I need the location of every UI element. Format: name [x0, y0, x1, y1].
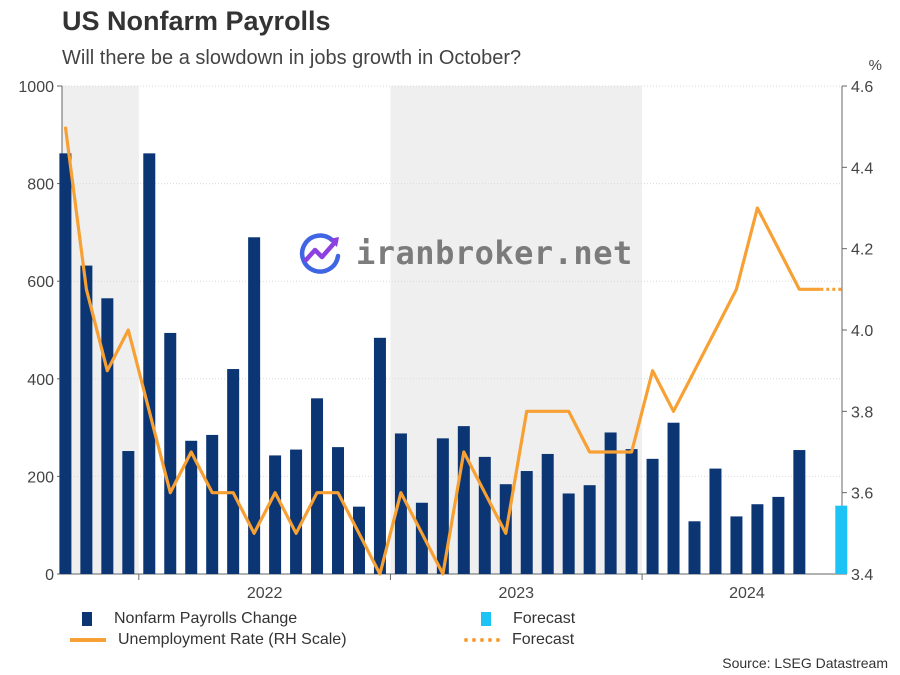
y-left-tick-label: 800	[27, 177, 54, 194]
legend-swatch-payrolls	[82, 612, 92, 626]
payrolls-bar	[290, 449, 303, 574]
payrolls-bar	[667, 422, 680, 574]
legend-swatch-unemployment	[70, 638, 106, 642]
watermark-text: iranbroker.net	[356, 234, 633, 272]
y-left-tick-label: 600	[27, 274, 54, 291]
x-tick-label: 2023	[498, 585, 534, 602]
payrolls-bar	[227, 369, 240, 574]
payrolls-bar	[122, 451, 135, 574]
payrolls-bar	[688, 521, 701, 574]
payrolls-bar	[436, 438, 449, 574]
y-left-tick-label: 0	[45, 567, 54, 584]
payrolls-bar	[415, 502, 428, 574]
y-right-tick-label: 4.0	[851, 323, 873, 340]
payrolls-bar	[164, 332, 177, 574]
y-right-tick-label: 4.4	[851, 160, 873, 177]
y-right-tick-label: 3.8	[851, 404, 873, 421]
forecast-bar	[835, 505, 848, 574]
payrolls-bar	[311, 398, 324, 574]
payrolls-bar	[709, 468, 722, 574]
payrolls-bar	[332, 447, 345, 574]
payrolls-bar	[520, 471, 533, 574]
legend-label-forecast-bar: Forecast	[513, 610, 576, 627]
y-left-tick-label: 1000	[18, 79, 54, 96]
payrolls-bar	[772, 496, 785, 574]
y-right-tick-label: 4.6	[851, 79, 873, 96]
y-right-tick-label: 4.2	[851, 242, 873, 259]
payrolls-bar	[478, 456, 491, 574]
payrolls-bar	[541, 453, 554, 574]
payrolls-bar	[394, 433, 407, 574]
legend-label-unemployment: Unemployment Rate (RH Scale)	[118, 631, 347, 648]
x-tick-label: 2024	[729, 585, 765, 602]
shaded-band-2023	[390, 86, 643, 574]
payrolls-bar	[269, 455, 282, 574]
chart-subtitle: Will there be a slowdown in jobs growth …	[62, 47, 522, 69]
y-right-tick-label: 3.4	[851, 567, 873, 584]
trend-chart-logo-icon	[299, 233, 341, 274]
y-left-tick-label: 200	[27, 469, 54, 486]
legend-swatch-forecast-line	[464, 638, 500, 642]
payrolls-bar	[373, 337, 386, 574]
payrolls-bar	[562, 493, 575, 574]
legend-item-payrolls: Nonfarm Payrolls Change	[82, 609, 297, 629]
unemployment-line	[63, 126, 821, 576]
payrolls-bar	[751, 504, 764, 574]
legend-item-forecast-bar: Forecast	[481, 609, 575, 629]
y-right-unit: %	[869, 57, 882, 74]
payrolls-bar	[101, 298, 114, 574]
payrolls-bar	[206, 434, 219, 574]
legend-label-payrolls: Nonfarm Payrolls Change	[114, 610, 298, 627]
payrolls-bar	[352, 506, 365, 574]
payrolls-bar	[646, 458, 659, 574]
payrolls-bar	[185, 440, 198, 574]
legend-item-unemployment: Unemployment Rate (RH Scale)	[70, 630, 347, 650]
legend-label-forecast-line: Forecast	[512, 631, 575, 648]
chart-title: US Nonfarm Payrolls	[62, 6, 331, 36]
payrolls-bar	[59, 153, 72, 574]
payrolls-bar	[457, 426, 470, 574]
legend: Nonfarm Payrolls Change Forecast Unemplo…	[70, 609, 638, 653]
legend-item-forecast-line: Forecast	[464, 630, 574, 650]
y-left-tick-label: 400	[27, 372, 54, 389]
payrolls-bar	[730, 516, 743, 574]
payrolls-bar	[143, 153, 156, 574]
payrolls-bar	[793, 450, 806, 574]
x-tick-label: 2022	[247, 585, 283, 602]
source-note: Source: LSEG Datastream	[722, 655, 888, 671]
payrolls-bar	[248, 237, 261, 574]
payrolls-bar	[625, 449, 638, 574]
payrolls-bar	[80, 265, 93, 574]
y-right-tick-label: 3.6	[851, 486, 873, 503]
payrolls-bar	[604, 432, 617, 574]
watermark: iranbroker.net	[298, 232, 633, 274]
legend-swatch-forecast-bar	[481, 612, 491, 626]
payrolls-bar	[583, 485, 596, 574]
